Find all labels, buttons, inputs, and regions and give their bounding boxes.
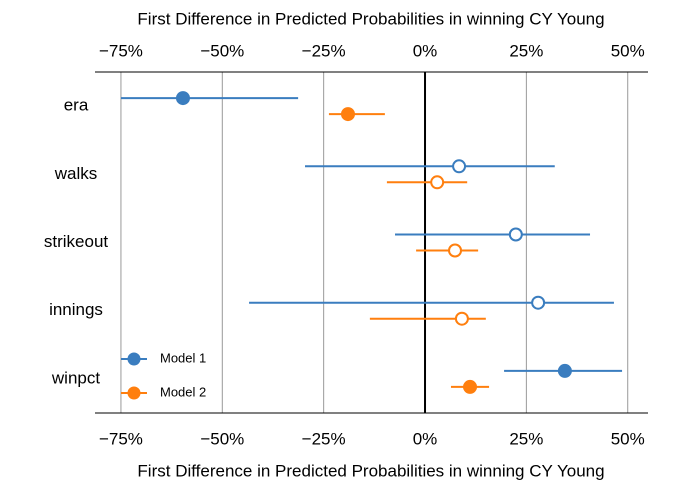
x-tick-label-top: −75% xyxy=(99,41,143,60)
x-tick-label-top: −50% xyxy=(200,41,244,60)
x-tick-label-bottom: −50% xyxy=(200,429,244,448)
x-tick-label-top: 50% xyxy=(611,41,645,60)
x-tick-label-bottom: −25% xyxy=(302,429,346,448)
point xyxy=(430,175,445,190)
point xyxy=(508,227,523,242)
legend-marker xyxy=(127,386,141,400)
x-tick-label-bottom: 25% xyxy=(509,429,543,448)
legend-marker xyxy=(127,352,141,366)
y-tick-label: innings xyxy=(49,300,103,319)
point xyxy=(557,363,572,378)
point xyxy=(463,379,478,394)
point xyxy=(454,311,469,326)
x-tick-label-top: 0% xyxy=(413,41,438,60)
x-axis-title-top: First Difference in Predicted Probabilit… xyxy=(137,9,604,28)
point xyxy=(452,159,467,174)
y-tick-label: era xyxy=(64,96,89,115)
legend-label: Model 2 xyxy=(160,384,206,399)
legend-label: Model 1 xyxy=(160,350,206,365)
x-tick-label-top: 25% xyxy=(509,41,543,60)
x-tick-label-top: −25% xyxy=(302,41,346,60)
y-tick-label: walks xyxy=(54,164,98,183)
x-axis-title-bottom: First Difference in Predicted Probabilit… xyxy=(137,461,604,480)
y-tick-label: winpct xyxy=(51,368,100,387)
point xyxy=(531,295,546,310)
x-tick-label-bottom: 0% xyxy=(413,429,438,448)
point xyxy=(448,243,463,258)
y-tick-label: strikeout xyxy=(44,232,109,251)
x-tick-label-bottom: 50% xyxy=(611,429,645,448)
x-tick-label-bottom: −75% xyxy=(99,429,143,448)
point xyxy=(175,91,190,106)
point xyxy=(340,107,355,122)
